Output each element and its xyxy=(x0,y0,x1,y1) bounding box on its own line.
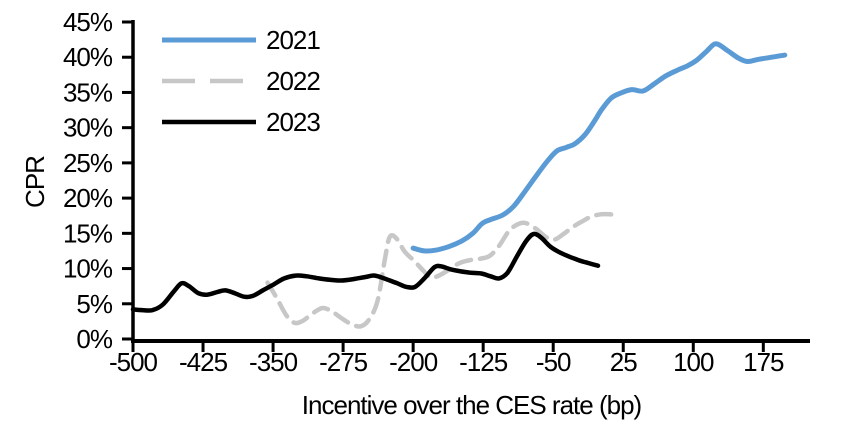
x-tick-label: -50 xyxy=(536,347,571,377)
legend-item-2023: 2023 xyxy=(162,101,321,142)
x-tick-label: -200 xyxy=(389,347,438,377)
y-tick-label: 40% xyxy=(63,42,113,72)
x-tick-label: -425 xyxy=(179,347,228,377)
x-tick-label: 25 xyxy=(610,347,637,377)
x-tick-label: -125 xyxy=(459,347,508,377)
x-tick-label: 175 xyxy=(743,347,784,377)
x-tick-label: -275 xyxy=(319,347,368,377)
legend-line-sample xyxy=(162,37,256,42)
chart-legend: 2021 2022 2023 xyxy=(162,19,321,142)
y-tick-label: 45% xyxy=(63,7,113,37)
y-tick-label: 35% xyxy=(63,77,113,107)
y-tick-label: 25% xyxy=(63,148,113,178)
y-tick-label: 20% xyxy=(63,183,113,213)
series-line-2022 xyxy=(265,211,622,329)
legend-label: 2022 xyxy=(266,65,321,96)
x-tick-label: -350 xyxy=(249,347,298,377)
y-axis-title: CPR xyxy=(20,156,50,208)
y-tick-label: 30% xyxy=(63,113,113,143)
y-tick-label: 5% xyxy=(76,289,112,319)
x-tick-label: 100 xyxy=(673,347,714,377)
legend-line-sample xyxy=(162,78,256,83)
y-tick-label: 10% xyxy=(63,254,113,284)
y-tick-label: 15% xyxy=(63,218,113,248)
x-tick-label: -500 xyxy=(109,347,158,377)
series-line-2021 xyxy=(410,41,788,254)
legend-label: 2021 xyxy=(266,24,321,55)
legend-label: 2023 xyxy=(266,106,321,137)
y-tick-label: 0% xyxy=(76,324,112,354)
legend-item-2021: 2021 xyxy=(162,19,321,60)
x-axis-title: Incentive over the CES rate (bp) xyxy=(301,390,642,420)
series-line-2023 xyxy=(130,231,601,313)
legend-line-sample xyxy=(162,119,256,124)
legend-item-2022: 2022 xyxy=(162,60,321,101)
